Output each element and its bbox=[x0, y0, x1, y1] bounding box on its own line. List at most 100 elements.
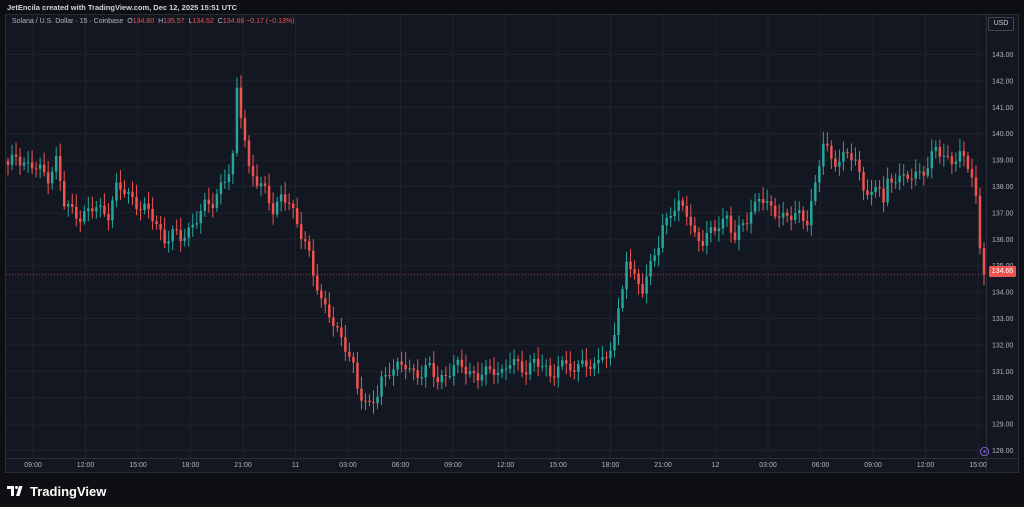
candle-body bbox=[344, 337, 347, 352]
currency-button[interactable]: USD bbox=[988, 17, 1014, 31]
candle-body bbox=[420, 377, 423, 379]
candle-body bbox=[918, 171, 921, 173]
x-tick-label: 09:00 bbox=[24, 462, 42, 469]
candle-body bbox=[139, 209, 142, 211]
candle-body bbox=[866, 190, 869, 196]
candle bbox=[645, 264, 648, 304]
time-axis[interactable]: 09:00 12:00 15:00 18:00 21:00 11 03:00 06:00 09:… bbox=[24, 462, 987, 469]
candle bbox=[745, 212, 749, 232]
candle bbox=[408, 359, 411, 373]
close-value: 134.66 bbox=[222, 18, 245, 25]
candle-body bbox=[231, 153, 235, 175]
candle-body bbox=[215, 194, 219, 208]
candle bbox=[918, 163, 921, 180]
candle-body bbox=[806, 220, 809, 226]
candle bbox=[10, 144, 14, 171]
y-tick-label: 133.00 bbox=[992, 316, 1014, 323]
brand[interactable]: TradingView bbox=[7, 482, 106, 500]
candle-body bbox=[151, 208, 154, 222]
candle bbox=[621, 285, 624, 312]
candle bbox=[826, 132, 829, 152]
candle-body bbox=[135, 196, 138, 210]
candle bbox=[299, 211, 303, 249]
candle bbox=[123, 180, 126, 198]
candle bbox=[139, 201, 142, 221]
candle-body bbox=[348, 351, 351, 357]
x-tick-label: 06:00 bbox=[812, 462, 830, 469]
candle bbox=[613, 322, 616, 358]
candle-body bbox=[299, 224, 303, 240]
candle-body bbox=[765, 201, 769, 204]
x-tick-label: 12:00 bbox=[917, 462, 935, 469]
candle bbox=[75, 194, 78, 227]
candle bbox=[456, 356, 460, 374]
candle bbox=[878, 180, 881, 197]
crosshair-target-icon[interactable] bbox=[979, 446, 990, 457]
candle-body bbox=[30, 162, 34, 169]
candle-body bbox=[488, 366, 492, 370]
candles bbox=[6, 75, 986, 414]
candle bbox=[267, 173, 271, 211]
candle bbox=[854, 147, 857, 166]
candle bbox=[424, 358, 427, 388]
candle-body bbox=[942, 155, 946, 157]
price-axis[interactable]: 128.00 129.00 130.00 131.00 132.00 133.00 134.… bbox=[992, 52, 1014, 455]
candle-body bbox=[557, 366, 560, 378]
candle bbox=[802, 206, 805, 230]
candle bbox=[259, 176, 263, 197]
candle bbox=[404, 352, 407, 380]
candle bbox=[870, 179, 873, 206]
candle bbox=[167, 230, 170, 253]
chart-frame[interactable] bbox=[5, 14, 1019, 473]
candle-body bbox=[717, 228, 721, 232]
candle-body bbox=[468, 371, 472, 375]
candle-body bbox=[573, 370, 576, 372]
x-tick-label: 12 bbox=[712, 462, 720, 469]
candle bbox=[480, 362, 484, 387]
candle-body bbox=[834, 158, 837, 167]
candle bbox=[492, 357, 496, 385]
candle bbox=[733, 220, 737, 244]
candle-body bbox=[741, 223, 745, 226]
candle bbox=[898, 163, 901, 191]
candle bbox=[91, 196, 94, 219]
candle-body bbox=[307, 241, 311, 251]
candle bbox=[906, 170, 909, 183]
candle-body bbox=[424, 365, 427, 378]
candle bbox=[769, 195, 773, 216]
candle bbox=[806, 210, 809, 232]
candle-body bbox=[854, 159, 857, 161]
candle-body bbox=[87, 208, 90, 212]
candle bbox=[239, 75, 243, 129]
candle-body bbox=[336, 326, 339, 328]
candle bbox=[175, 219, 178, 235]
candle bbox=[737, 215, 741, 251]
candle-body bbox=[91, 208, 94, 212]
candle-body bbox=[729, 215, 733, 233]
candle-body bbox=[605, 357, 608, 359]
candle bbox=[380, 370, 383, 405]
candle-body bbox=[633, 269, 636, 274]
candle bbox=[910, 168, 913, 190]
candle-body bbox=[283, 194, 287, 203]
candle bbox=[617, 297, 620, 346]
low-value: 134.52 bbox=[192, 18, 214, 25]
candle-body bbox=[781, 212, 785, 218]
candle bbox=[219, 173, 223, 205]
candle-body bbox=[838, 161, 841, 167]
candle-body bbox=[143, 203, 146, 211]
candle-body bbox=[255, 176, 259, 187]
candle-body bbox=[585, 360, 588, 367]
y-tick-label: 138.00 bbox=[992, 184, 1014, 191]
candle bbox=[677, 190, 680, 222]
candle bbox=[368, 394, 371, 407]
candle-body bbox=[645, 276, 648, 294]
candle bbox=[524, 360, 528, 386]
candle-body bbox=[773, 205, 777, 217]
candle bbox=[42, 152, 46, 177]
grid-lines bbox=[6, 15, 1018, 472]
candle bbox=[589, 359, 592, 377]
candle bbox=[135, 184, 138, 216]
candle bbox=[838, 149, 841, 176]
